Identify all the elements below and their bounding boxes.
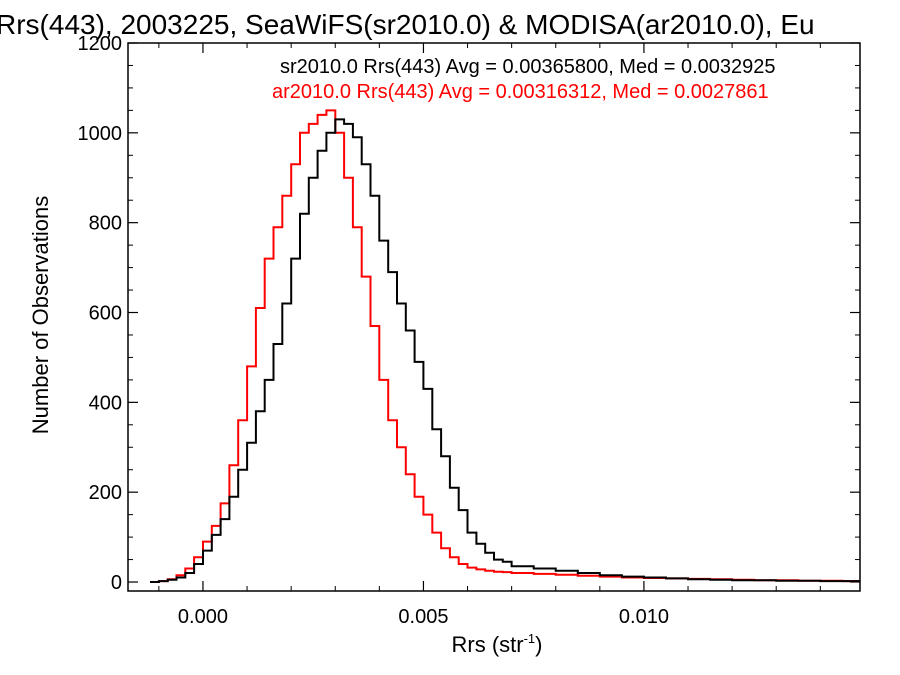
chart-title: Rrs(443), 2003225, SeaWiFS(sr2010.0) & M…	[0, 9, 815, 40]
y-tick-label: 800	[89, 213, 122, 235]
histogram-series-0	[150, 118, 860, 583]
y-tick-label: 600	[89, 303, 122, 325]
legend-sr2010: sr2010.0 Rrs(443) Avg = 0.00365800, Med …	[280, 56, 776, 78]
plot-frame	[127, 42, 861, 592]
y-tick-label: 1200	[78, 33, 123, 55]
y-tick-label: 200	[89, 482, 122, 504]
x-axis-label: Rrs (str-1)	[452, 631, 543, 657]
y-tick-label: 0	[111, 572, 122, 594]
legend-ar2010: ar2010.0 Rrs(443) Avg = 0.00316312, Med …	[272, 81, 769, 103]
x-tick-label: 0.005	[398, 606, 448, 628]
x-tick-label: 0.000	[178, 606, 228, 628]
x-tick-label: 0.010	[619, 606, 669, 628]
histogram-series-1	[150, 109, 860, 583]
y-tick-label: 400	[89, 392, 122, 414]
y-axis-label: Number of Observations	[28, 196, 53, 434]
y-tick-label: 1000	[78, 123, 123, 145]
